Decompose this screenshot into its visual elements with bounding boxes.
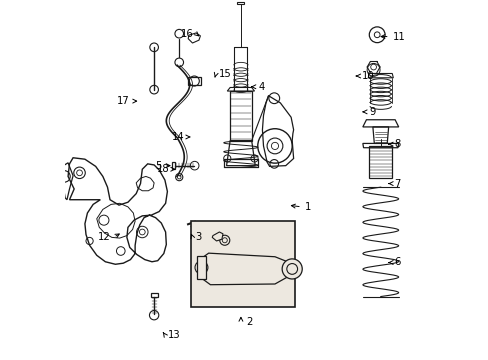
Text: 16: 16 — [180, 29, 193, 39]
Circle shape — [282, 259, 302, 279]
Text: 1: 1 — [304, 202, 310, 212]
Text: 13: 13 — [167, 330, 180, 340]
Text: 12: 12 — [98, 232, 110, 242]
Text: 4: 4 — [258, 82, 264, 92]
Text: 7: 7 — [394, 179, 400, 189]
Text: 11: 11 — [392, 32, 405, 41]
Text: 2: 2 — [246, 317, 252, 327]
Text: 3: 3 — [195, 232, 201, 242]
Polygon shape — [197, 256, 205, 279]
Text: 8: 8 — [394, 139, 400, 149]
Circle shape — [219, 235, 229, 245]
Text: 15: 15 — [218, 69, 231, 79]
FancyBboxPatch shape — [190, 221, 294, 307]
Text: 5: 5 — [155, 161, 162, 171]
Polygon shape — [199, 253, 292, 285]
Text: 17: 17 — [117, 96, 129, 106]
Text: 9: 9 — [368, 107, 375, 117]
Circle shape — [195, 261, 207, 274]
Text: 6: 6 — [394, 257, 400, 267]
Text: 14: 14 — [171, 132, 184, 142]
Polygon shape — [212, 232, 223, 241]
Text: 10: 10 — [362, 71, 374, 81]
Text: 18: 18 — [156, 164, 169, 174]
